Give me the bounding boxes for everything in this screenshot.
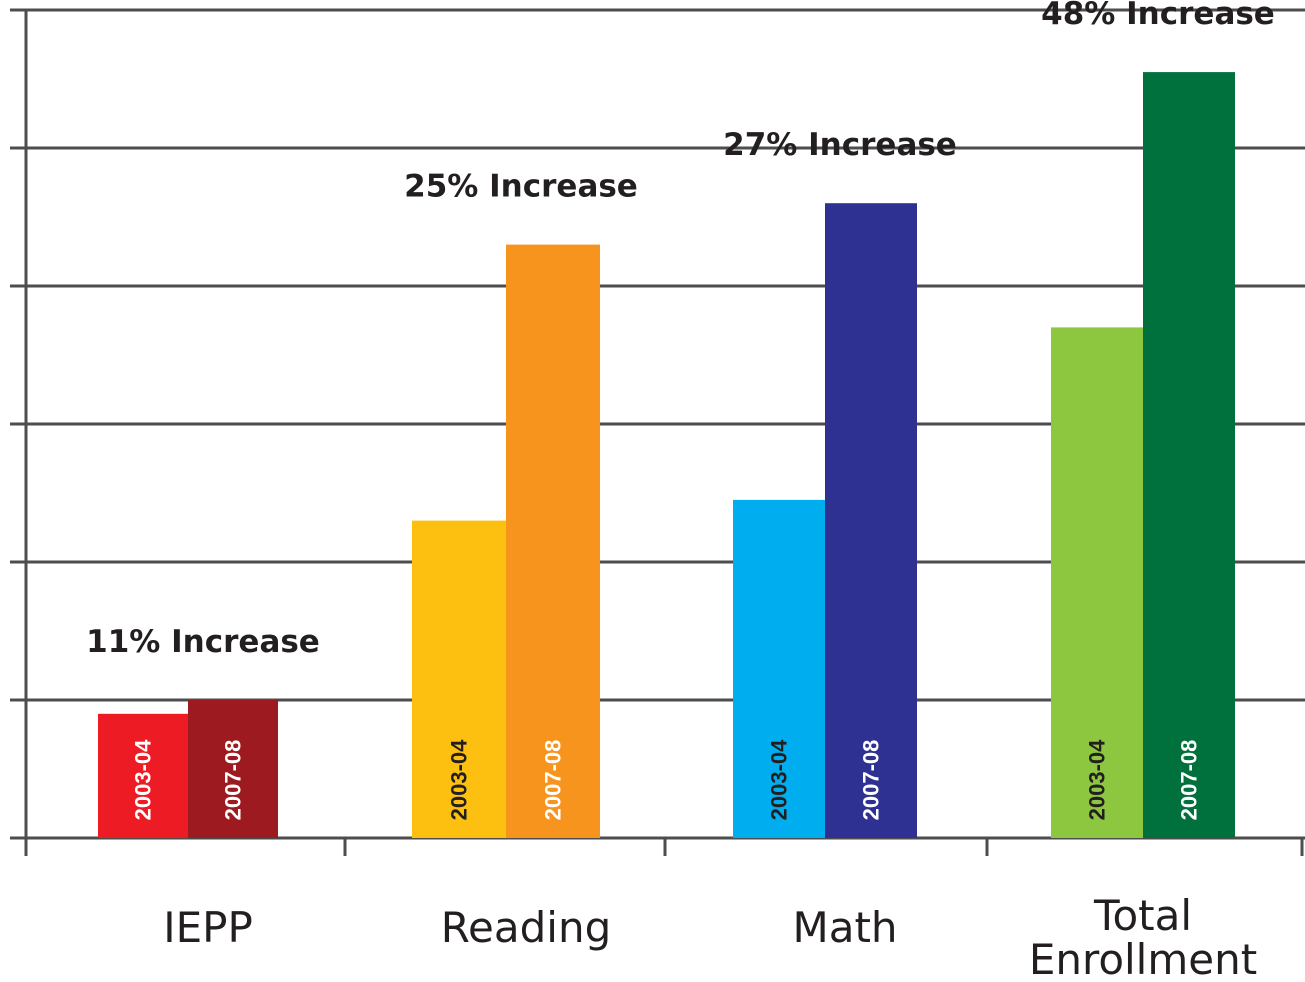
bar-labels: 2003-04 2007-08 2003-04 2007-08 2003-04 2007-… [131, 739, 1202, 821]
annotations: 11% Increase 25% Increase 27% Increase 48% … [86, 0, 1275, 660]
bar-series-label: 2003-04 [1085, 739, 1110, 821]
category-label: Total [1093, 891, 1192, 940]
bar-2007-08 [506, 244, 600, 839]
x-axis [24, 10, 1304, 856]
bar-series-label: 2007-08 [541, 740, 566, 821]
bar-2007-08 [188, 700, 278, 838]
bar-series-label: 2003-04 [131, 739, 156, 821]
category-label: IEPP [163, 903, 253, 952]
bar-2007-08 [825, 203, 917, 838]
bar-2003-04 [412, 520, 506, 838]
increase-annotation: 27% Increase [723, 127, 957, 163]
bar-series-label: 2007-08 [859, 740, 884, 821]
bars [98, 72, 1235, 839]
category-label: Enrollment [1029, 935, 1257, 982]
bar-series-label: 2003-04 [447, 739, 472, 821]
bar-series-label: 2007-08 [1177, 740, 1202, 821]
increase-annotation: 48% Increase [1041, 0, 1275, 32]
bar-series-label: 2007-08 [221, 740, 246, 821]
increase-annotation: 25% Increase [404, 169, 638, 205]
category-label: Reading [441, 903, 611, 952]
bar-2003-04 [1051, 327, 1143, 838]
bar-series-label: 2003-04 [767, 739, 792, 821]
bar-2007-08 [1143, 72, 1235, 839]
bar-2003-04 [98, 713, 188, 838]
increase-annotation: 11% Increase [86, 624, 320, 660]
bar-2003-04 [733, 499, 825, 838]
category-label: Math [792, 903, 897, 952]
